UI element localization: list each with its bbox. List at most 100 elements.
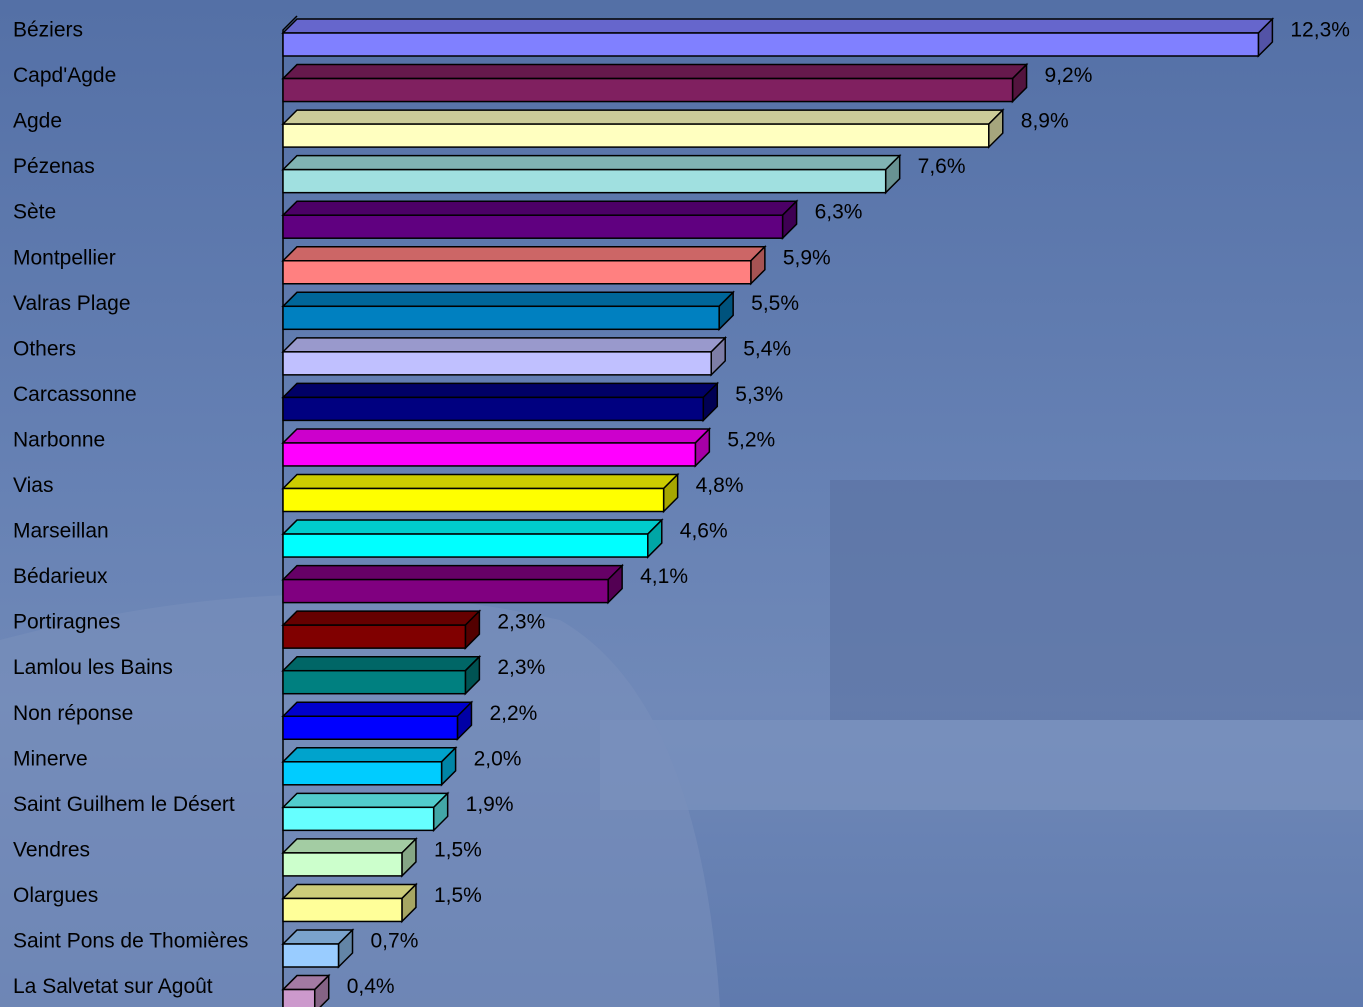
category-label: Others	[13, 337, 76, 360]
value-label: 2,2%	[489, 702, 537, 725]
bar-top-shade	[283, 702, 472, 717]
bar-top-shade	[283, 520, 662, 535]
category-label: Vias	[13, 474, 53, 497]
value-label: 5,2%	[727, 428, 775, 451]
background-runway	[600, 720, 1363, 810]
value-label: 1,5%	[434, 838, 482, 861]
bar-side-shade	[401, 838, 416, 876]
bar-top-shade	[283, 337, 726, 352]
bar	[282, 214, 784, 239]
value-label: 0,4%	[347, 975, 395, 998]
bar	[282, 260, 752, 285]
bar-top-shade	[283, 19, 1273, 33]
value-label: 1,9%	[466, 793, 514, 816]
bar-top-shade	[283, 884, 416, 899]
bar	[282, 442, 697, 467]
bar	[282, 305, 720, 331]
value-label: 1,5%	[434, 884, 482, 907]
category-label: Carcassonne	[13, 383, 137, 406]
bar-top-shade	[283, 474, 678, 489]
value-label: 5,4%	[743, 337, 791, 360]
value-label: 2,3%	[497, 656, 545, 679]
bar-top-shade	[283, 292, 734, 307]
category-label: Minerve	[13, 747, 88, 770]
bar-top-shade	[283, 656, 480, 671]
value-label: 4,6%	[680, 520, 728, 543]
bar-side-shade	[314, 975, 329, 1007]
bar	[282, 487, 665, 513]
background-building	[830, 480, 1363, 720]
category-label: Bédarieux	[13, 565, 108, 588]
value-label: 8,9%	[1021, 110, 1069, 133]
bar-side-shade	[338, 930, 353, 967]
bar-side-shade	[441, 747, 456, 785]
bar-side-shade	[1012, 64, 1027, 102]
category-label: Pézenas	[13, 155, 95, 178]
bar	[282, 669, 467, 695]
value-label: 6,3%	[815, 201, 863, 224]
bar-side-shade	[663, 474, 678, 512]
category-label: Portiragnes	[13, 611, 120, 634]
bar	[282, 943, 340, 968]
bar-top-shade	[283, 383, 718, 398]
category-label: Lamlou les Bains	[13, 656, 173, 679]
bar-top-shade	[283, 428, 710, 443]
bar-side-shade	[782, 201, 797, 239]
category-label: Vendres	[13, 838, 90, 861]
bar-top-shade	[283, 747, 456, 762]
category-label: Marseillan	[13, 520, 109, 543]
plot: Béziers 12,3% Capd'Agde 9,2% Agde 8,9% Pézenas…	[13, 15, 1350, 1007]
bar-side-shade	[711, 337, 726, 375]
bar-top-shade	[283, 930, 353, 944]
bar	[282, 897, 403, 923]
bar-side-shade	[457, 702, 472, 740]
bar-side-shade	[988, 110, 1003, 148]
bar-side-shade	[695, 428, 710, 466]
bar	[282, 578, 609, 604]
value-label: 4,1%	[640, 565, 688, 588]
value-label: 4,8%	[696, 474, 744, 497]
bar	[282, 806, 435, 832]
bar	[282, 533, 649, 558]
bar-top-shade	[283, 611, 480, 626]
value-label: 5,9%	[783, 246, 831, 269]
bar-side-shade	[465, 656, 480, 694]
bar	[282, 396, 705, 422]
category-label: Narbonne	[13, 428, 105, 451]
value-label: 9,2%	[1045, 64, 1093, 87]
bar-top-shade	[283, 155, 900, 170]
bar	[282, 988, 316, 1007]
bar	[282, 351, 712, 376]
bar-side-shade	[433, 793, 448, 831]
bar-side-shade	[401, 884, 416, 922]
category-label: Olargues	[13, 884, 98, 907]
category-label: Saint Pons de Thomières	[13, 930, 248, 953]
category-label: La Salvetat sur Agoût	[13, 975, 213, 998]
bar	[282, 32, 1260, 57]
bar	[282, 123, 990, 148]
category-label: Saint Guilhem le Désert	[13, 793, 235, 816]
category-label: Valras Plage	[13, 292, 131, 315]
bar-top-shade	[283, 201, 797, 216]
value-label: 2,3%	[497, 611, 545, 634]
bar-top-shade	[283, 565, 623, 580]
value-label: 5,5%	[751, 292, 799, 315]
bar-side-shade	[647, 520, 662, 558]
bar-top-shade	[283, 838, 416, 853]
bar-side-shade	[608, 565, 623, 603]
bar-side-shade	[465, 611, 480, 649]
bar	[282, 715, 459, 740]
bar-side-shade	[1258, 19, 1273, 56]
bar-side-shade	[703, 383, 718, 421]
bar-top-shade	[283, 64, 1027, 79]
category-label: Béziers	[13, 19, 83, 42]
category-label: Montpellier	[13, 246, 116, 269]
value-label: 12,3%	[1290, 19, 1350, 42]
category-label: Agde	[13, 110, 62, 133]
value-label: 5,3%	[735, 383, 783, 406]
category-label: Non réponse	[13, 702, 133, 725]
bar-top-shade	[283, 110, 1003, 125]
bar-top-shade	[283, 793, 448, 808]
bar	[282, 77, 1014, 103]
